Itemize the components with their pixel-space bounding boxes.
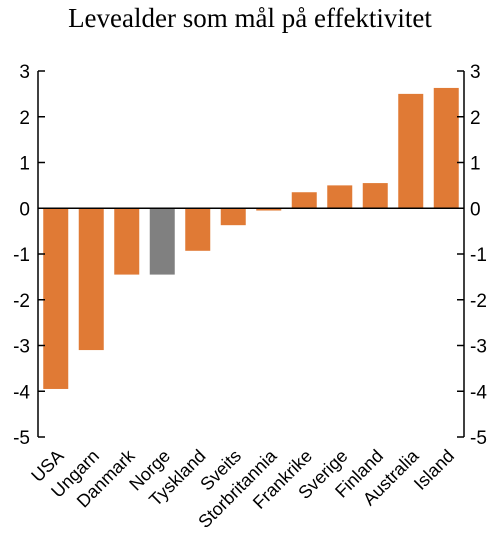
y-tick-label-left: -2 — [13, 291, 30, 312]
y-tick-label-left: -4 — [13, 382, 30, 403]
y-tick-label-left: 1 — [19, 154, 30, 175]
plot-area: 3 32 21 10 0-1 -1-2 -2-3 -3-4 -4-5 -5USAUngarnDan… — [13, 62, 487, 532]
y-tick-label-right: -5 — [470, 428, 487, 449]
bar-ungarn — [78, 208, 104, 351]
bar-island — [433, 87, 459, 209]
y-tick-label-right: 2 — [470, 108, 481, 129]
bar-sveits — [220, 208, 246, 226]
y-tick-label-right: -3 — [470, 337, 487, 358]
bar-tyskland — [185, 208, 211, 251]
bar-usa — [43, 208, 69, 389]
bar-storbritannia — [256, 208, 282, 211]
y-tick-label-left: 2 — [19, 108, 30, 129]
bar-norge — [149, 208, 175, 275]
y-tick-label-right: 3 — [470, 62, 481, 83]
y-tick-label-right: -1 — [470, 245, 487, 266]
chart-title: Levealder som mål på effektivitet — [68, 3, 432, 33]
y-tick-label-left: 0 — [19, 199, 30, 220]
bar-sverige — [327, 185, 353, 209]
y-tick-label-left: -1 — [13, 245, 30, 266]
y-tick-label-right: 1 — [470, 154, 481, 175]
bar-australia — [398, 93, 424, 209]
y-tick-label-left: 3 — [19, 62, 30, 83]
y-tick-label-right: -2 — [470, 291, 487, 312]
y-tick-label-left: -3 — [13, 337, 30, 358]
bar-danmark — [114, 208, 140, 275]
y-tick-label-right: 0 — [470, 199, 481, 220]
x-tick-label-island: Island — [410, 446, 458, 494]
bar-finland — [362, 183, 388, 209]
y-tick-label-left: -5 — [13, 428, 30, 449]
y-tick-label-right: -4 — [470, 382, 487, 403]
bar-frankrike — [291, 192, 317, 209]
